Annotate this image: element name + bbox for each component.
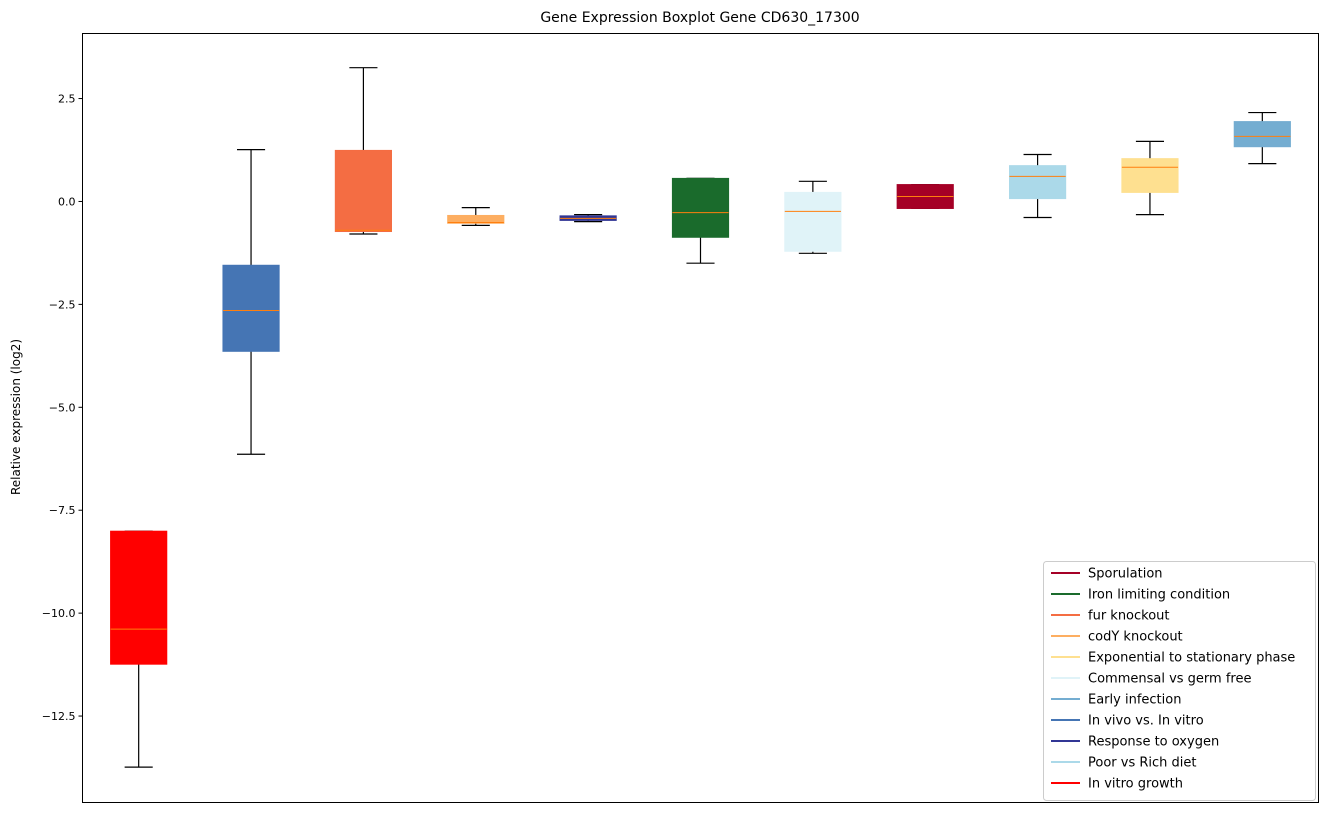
legend-item: Early infection [1051, 693, 1181, 708]
legend-item: In vivo vs. In vitro [1051, 714, 1204, 729]
legend-item: In vitro growth [1051, 777, 1183, 792]
legend-label: In vitro growth [1088, 777, 1183, 792]
box-body [1233, 121, 1291, 148]
legend-label: Sporulation [1088, 567, 1163, 582]
box-11 [1233, 111, 1291, 165]
box-2 [222, 148, 280, 455]
legend-label: In vivo vs. In vitro [1088, 714, 1204, 729]
legend-label: Commensal vs germ free [1088, 672, 1251, 687]
legend-label: Iron limiting condition [1088, 588, 1230, 603]
y-tick-label: −7.5 [49, 504, 76, 517]
legend-item: codY knockout [1051, 630, 1183, 645]
y-tick-label: 0.0 [58, 195, 76, 208]
y-tick-label: −10.0 [42, 607, 76, 620]
legend-item: Response to oxygen [1051, 735, 1219, 750]
box-body [671, 177, 730, 238]
box-7 [784, 180, 842, 254]
box-body [110, 530, 168, 665]
chart-title: Gene Expression Boxplot Gene CD630_17300 [540, 10, 859, 26]
legend-item: Exponential to stationary phase [1051, 651, 1295, 666]
box-5 [559, 214, 617, 223]
box-4 [447, 207, 505, 226]
box-body [1121, 158, 1179, 193]
legend-item: Poor vs Rich diet [1051, 756, 1196, 771]
box-body [784, 191, 842, 252]
box-1 [110, 530, 168, 768]
box-body [222, 264, 280, 352]
y-tick-label: 2.5 [58, 93, 76, 106]
legend-item: fur knockout [1051, 609, 1170, 624]
boxes-group [110, 67, 1291, 768]
y-axis: 2.5 0.0 −2.5 −5.0 −7.5 −10.0 −12.5 [42, 93, 83, 723]
y-tick-label: −5.0 [49, 401, 76, 414]
plot-frame [82, 33, 1319, 803]
box-body [447, 214, 505, 224]
legend-label: Response to oxygen [1088, 735, 1219, 750]
legend: Sporulation Iron limiting condition fur kn… [1043, 561, 1316, 801]
legend-item: Commensal vs germ free [1051, 672, 1251, 687]
legend-label: Exponential to stationary phase [1088, 651, 1295, 666]
box-10 [1121, 140, 1179, 216]
y-tick-label: −2.5 [49, 298, 76, 311]
legend-label: Early infection [1088, 693, 1181, 708]
legend-item: Sporulation [1051, 567, 1163, 582]
box-body [1009, 165, 1067, 200]
legend-item: Iron limiting condition [1051, 588, 1230, 603]
box-6 [671, 177, 730, 264]
y-axis-label: Relative expression (log2) [9, 339, 23, 495]
legend-label: Poor vs Rich diet [1088, 756, 1196, 771]
box-body [334, 149, 392, 233]
legend-frame [1043, 561, 1316, 801]
legend-label: fur knockout [1088, 609, 1170, 624]
legend-label: codY knockout [1088, 630, 1183, 645]
box-8 [896, 183, 954, 210]
box-3 [334, 67, 392, 235]
y-tick-label: −12.5 [42, 710, 76, 723]
box-9 [1009, 153, 1067, 219]
